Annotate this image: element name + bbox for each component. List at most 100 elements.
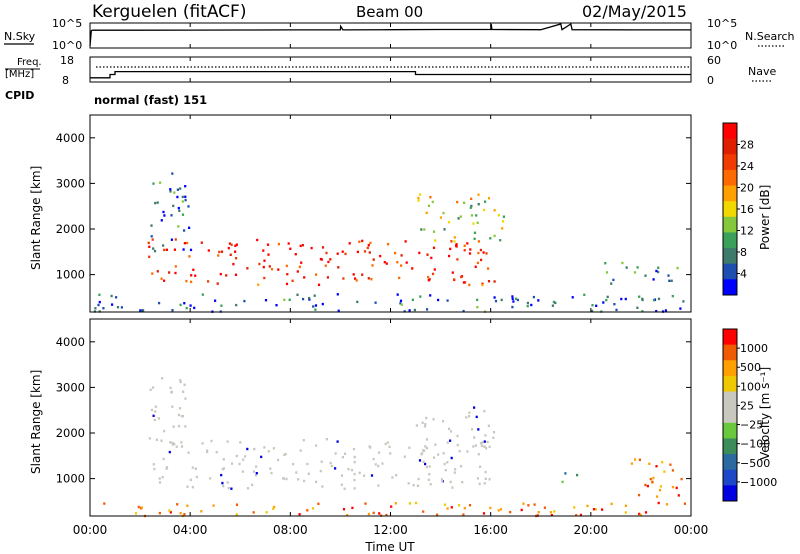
data-cell [429,294,432,297]
colorbar-swatch [723,123,737,140]
data-cell [162,244,165,247]
data-cell [657,270,660,274]
freq-unit: [MHz] [5,69,34,80]
data-cell [367,512,370,516]
data-cell [594,508,597,511]
data-cell [424,462,427,466]
data-cell [227,486,230,490]
data-cell [591,304,594,307]
data-cell [429,483,432,486]
data-cell [284,452,287,456]
data-cell [470,214,473,217]
data-cell [161,377,164,380]
data-cell [163,248,166,252]
data-cell [638,458,641,461]
data-cell [226,481,229,484]
data-cell [476,477,479,480]
data-cell [319,257,322,261]
data-cell [201,442,204,445]
data-cell [428,473,431,476]
data-cell [612,278,615,282]
data-cell [484,477,487,480]
data-cell [501,220,505,223]
data-cell [417,199,420,202]
data-cell [282,477,285,480]
colorbar-tick-label: 1000 [740,342,768,355]
data-cell [641,297,644,301]
data-cell [363,250,367,253]
data-cell [390,505,393,508]
data-cell [638,493,641,497]
data-cell [472,445,475,448]
data-cell [624,297,627,301]
data-cell [163,279,166,282]
data-cell [110,294,113,298]
data-cell [152,182,155,185]
data-cell [336,252,339,255]
data-cell [176,195,179,199]
data-cell [470,204,473,208]
data-cell [468,504,472,507]
data-cell [602,301,605,304]
nsky-ytick-bottom: 10^0 [52,39,82,52]
data-cell [246,267,249,270]
data-cell [361,239,364,243]
cpid-label: CPID [5,89,34,102]
data-cell [446,507,449,510]
data-cell [423,228,426,231]
data-cell [455,245,458,248]
data-cell [527,504,530,507]
data-cell [189,304,192,307]
data-cell [336,440,339,443]
colorbar-swatch [723,232,737,249]
data-cell [385,513,388,517]
data-cell [454,468,457,471]
data-cell [348,242,351,245]
data-cell [576,473,579,477]
data-cell [420,228,423,231]
data-cell [216,282,219,285]
data-cell [353,455,356,459]
data-cell [190,280,193,284]
data-cell [474,444,477,447]
data-cell [372,457,375,461]
data-cell [160,219,163,222]
data-cell [230,243,233,246]
nsky-ytick-top: 10^5 [52,17,82,30]
data-cell [448,427,451,431]
data-cell [476,306,479,309]
data-cell [604,262,607,265]
data-cell [222,484,225,488]
nsky-series-line [89,22,691,47]
data-cell [638,295,641,298]
data-cell [448,254,451,258]
data-cell [232,262,235,266]
nsearch-label: N.Search [745,30,795,43]
data-cell [434,443,437,446]
data-cell [677,494,680,497]
data-cell [408,446,411,449]
data-cell [644,274,647,277]
data-cell [386,441,389,444]
data-cell [308,297,311,300]
data-cell [493,296,496,299]
data-cell [94,307,97,310]
data-cell [468,411,471,414]
data-cell [396,293,399,296]
data-cell [483,208,486,212]
data-cell [468,283,471,287]
data-cell [418,459,422,462]
data-cell [476,298,479,302]
data-cell [137,505,140,509]
data-cell [493,209,496,212]
data-cell [532,295,535,299]
data-cell [272,507,275,510]
colorbar-swatch [723,485,737,502]
data-cell [346,514,349,517]
range-tick-label: 1000 [56,472,85,486]
data-cell [148,245,151,248]
data-cell [476,221,479,224]
data-cell [487,197,491,200]
data-cell [151,272,154,275]
data-cell [340,474,344,477]
